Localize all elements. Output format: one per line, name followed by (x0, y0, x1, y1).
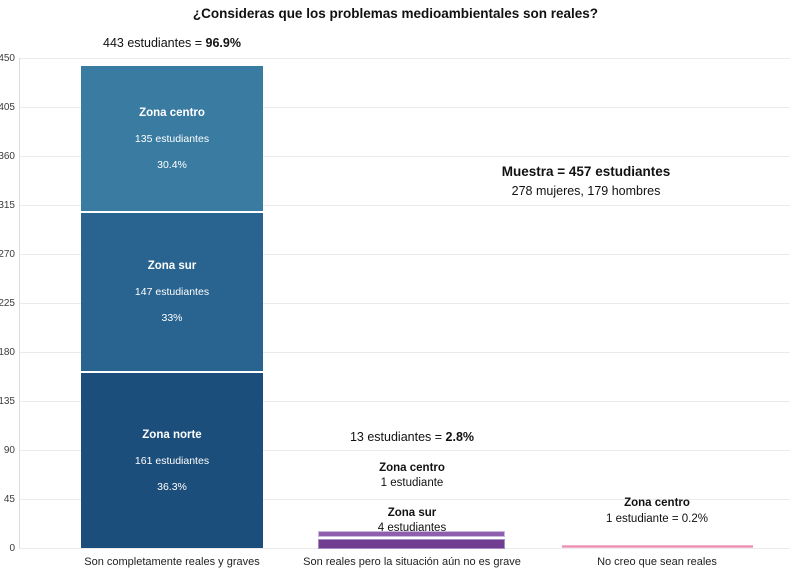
y-tick-label: 270 (0, 249, 15, 260)
y-tick-label: 405 (0, 102, 15, 113)
bar2-zona-centro-value: 1 estudiante (380, 477, 444, 489)
gridline (19, 352, 790, 353)
segment-students-label: 135 estudiantes (134, 132, 210, 145)
bar1-segment-zona-sur: Zona sur 147 estudiantes 33% (81, 213, 263, 371)
gridline (19, 205, 790, 206)
y-tick-label: 225 (0, 298, 15, 309)
gridline (19, 58, 790, 59)
sample-note: Muestra = 457 estudiantes 278 mujeres, 1… (436, 164, 736, 198)
bar3-segment-line (562, 545, 753, 548)
segment-zone-label: Zona centro (139, 106, 205, 119)
segment-students-label: 161 estudiantes (134, 454, 210, 467)
bar1-total-annotation: 443 estudiantes = 96.9% (22, 36, 322, 50)
bar2-total-text: 13 estudiantes = (349, 430, 446, 444)
x-category-3: No creo que sean reales (597, 556, 717, 568)
bar2-total-annotation: 13 estudiantes = 2.8% (262, 430, 562, 444)
bar1-total-pct: 96.9% (205, 36, 241, 50)
bar1-total-text: 443 estudiantes = (103, 36, 206, 50)
bar2-zona-centro-label: Zona centro (379, 462, 445, 474)
y-tick-label: 0 (9, 543, 15, 554)
segment-pct-label: 33% (161, 312, 183, 324)
y-tick-label: 315 (0, 200, 15, 211)
y-tick-label: 135 (0, 396, 15, 407)
bar1-segment-zona-norte: Zona norte 161 estudiantes 36.3% (81, 373, 263, 548)
y-tick-label: 180 (0, 347, 15, 358)
chart-title: ¿Consideras que los problemas medioambie… (192, 6, 599, 21)
gridline (19, 499, 790, 500)
bar2-total-pct: 2.8% (445, 430, 475, 444)
y-tick-label: 360 (0, 151, 15, 162)
gridline (19, 107, 790, 108)
bar1-segment-zona-centro: Zona centro 135 estudiantes 30.4% (81, 66, 263, 211)
x-category-1: Son completamente reales y graves (84, 556, 260, 568)
segment-pct-label: 30.4% (157, 158, 187, 171)
bar2-segment-thin (318, 531, 505, 537)
sample-note-line2: 278 mujeres, 179 hombres (511, 184, 661, 198)
y-axis-line (19, 58, 20, 548)
gridline (19, 303, 790, 304)
segment-zone-label: Zona sur (147, 260, 197, 272)
segment-zone-label: Zona norte (142, 428, 202, 441)
gridline (19, 156, 790, 157)
y-tick-label: 450 (0, 53, 15, 64)
bar3-zona-centro-label: Zona centro (624, 497, 690, 509)
bar2-zona-sur-label: Zona sur (387, 507, 437, 519)
gridline (19, 254, 790, 255)
y-tick-label: 45 (3, 494, 15, 505)
gridline (19, 450, 790, 451)
segment-pct-label: 36.3% (157, 480, 187, 493)
x-category-2: Son reales pero la situación aún no es g… (303, 556, 521, 568)
bar2-segment-thick (318, 539, 505, 549)
sample-note-line1: Muestra = 457 estudiantes (501, 164, 671, 179)
segment-students-label: 147 estudiantes (134, 286, 210, 298)
gridline (19, 401, 790, 402)
bar3-zona-centro-value: 1 estudiante = 0.2% (606, 513, 708, 525)
y-tick-label: 90 (3, 445, 15, 456)
